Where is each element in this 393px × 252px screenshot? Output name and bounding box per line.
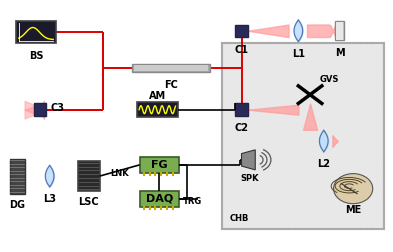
Text: C1: C1 [235,45,248,54]
Text: FC: FC [164,80,178,90]
Text: DAQ: DAQ [146,194,173,204]
Bar [137,102,178,117]
Text: C3: C3 [50,104,64,113]
Bar [222,43,384,229]
Text: C2: C2 [235,123,248,134]
Bar [335,21,344,40]
Text: LNK: LNK [110,169,129,178]
Text: L2: L2 [317,159,330,169]
Bar [140,191,179,207]
Bar [10,159,25,194]
Bar [134,65,208,71]
Bar [235,24,248,37]
Text: AM: AM [149,91,166,101]
Text: L3: L3 [43,194,56,204]
Text: BS: BS [29,51,43,61]
Text: ME: ME [345,205,361,215]
Ellipse shape [334,174,373,204]
Text: GVS: GVS [320,75,339,84]
Text: M: M [334,48,344,58]
Text: CHB: CHB [230,214,249,223]
Bar [235,103,248,116]
Bar [132,64,210,72]
Polygon shape [242,150,255,170]
Bar [140,157,179,173]
Text: FG: FG [151,160,167,170]
Bar [17,21,55,43]
Text: TRG: TRG [183,197,202,206]
Bar [78,161,99,191]
Text: L1: L1 [292,49,305,59]
Bar [222,43,384,229]
Text: DG: DG [9,200,25,210]
Text: SPK: SPK [240,174,259,183]
Bar [336,22,343,40]
Bar [33,103,46,116]
Text: LSC: LSC [79,197,99,207]
